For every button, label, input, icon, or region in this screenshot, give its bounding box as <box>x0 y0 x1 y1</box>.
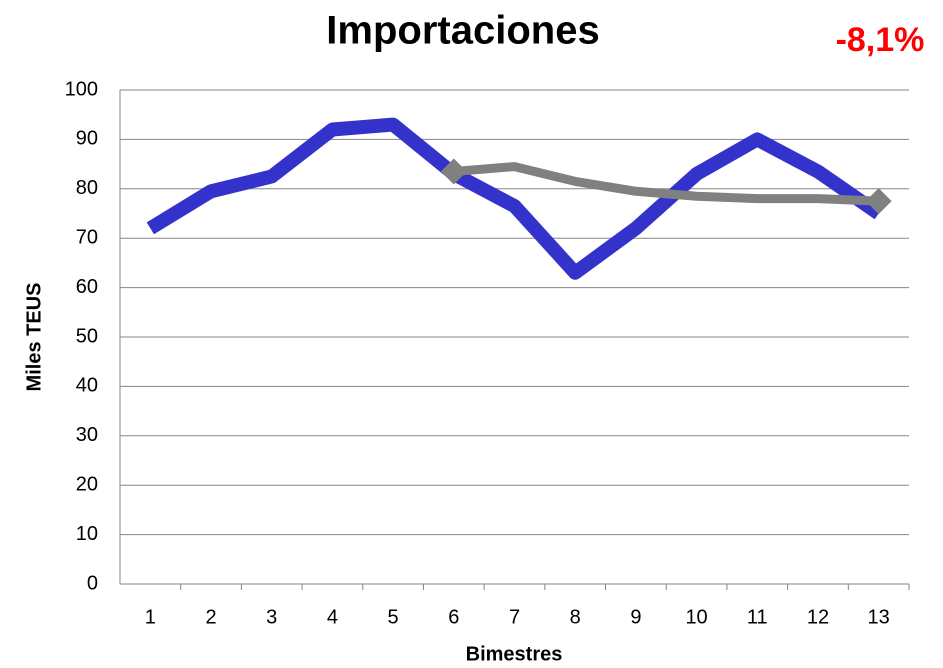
x-tick-label: 12 <box>807 606 829 628</box>
chart-title: Importaciones <box>326 9 599 53</box>
y-tick-label: 100 <box>65 78 98 100</box>
y-axis-label: Miles TEUS <box>23 283 45 392</box>
y-tick-label: 40 <box>76 375 98 397</box>
y-tick-label: 10 <box>76 523 98 545</box>
x-axis-label: Bimestres <box>466 643 563 665</box>
x-tick-label: 6 <box>448 606 459 628</box>
y-tick-label: 0 <box>87 572 98 594</box>
x-tick-label: 4 <box>327 606 338 628</box>
x-tick-label: 9 <box>630 606 641 628</box>
y-tick-label: 30 <box>76 424 98 446</box>
y-tick-label: 70 <box>76 226 98 248</box>
line-series <box>453 162 879 206</box>
x-tick-label: 2 <box>205 606 216 628</box>
y-tick-label: 90 <box>76 128 98 150</box>
annotation: -8,1% <box>836 21 925 59</box>
y-tick-label: 80 <box>76 177 98 199</box>
x-tick-label: 3 <box>266 606 277 628</box>
y-tick-label: 50 <box>76 325 98 347</box>
x-tick-label: 13 <box>868 606 890 628</box>
x-tick-label: 5 <box>388 606 399 628</box>
line-series <box>146 117 883 280</box>
y-tick-label: 60 <box>76 276 98 298</box>
x-tick-label: 11 <box>747 606 768 628</box>
y-tick-label: 20 <box>76 473 98 495</box>
x-tick-label: 10 <box>685 606 707 628</box>
x-tick-label: 8 <box>570 606 581 628</box>
x-tick-label: 7 <box>509 606 520 628</box>
marker <box>440 158 467 185</box>
x-tick-label: 1 <box>145 606 156 628</box>
marker <box>865 188 892 215</box>
